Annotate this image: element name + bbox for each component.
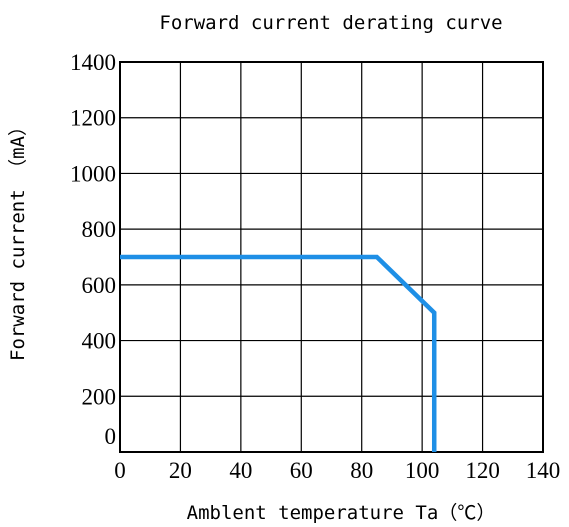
y-tick-label-0: 0 — [105, 424, 117, 449]
chart-title: Forward current derating curve — [159, 12, 502, 34]
series-layer — [120, 254, 437, 452]
y-tick-label-1: 200 — [82, 384, 117, 409]
x-tick-label-0: 0 — [114, 458, 126, 483]
y-tick-label-4: 800 — [82, 217, 117, 242]
x-tick-label-2: 40 — [229, 458, 252, 483]
x-tick-label-5: 100 — [405, 458, 440, 483]
y-tick-label-7: 1400 — [70, 50, 116, 75]
x-tick-labels: 0 20 40 60 80 100 120 140 — [114, 458, 560, 483]
y-tick-label-3: 600 — [82, 273, 117, 298]
x-tick-label-7: 140 — [526, 458, 561, 483]
x-tick-label-1: 20 — [169, 458, 192, 483]
y-axis-label: Forward current （mA） — [7, 117, 29, 361]
y-tick-labels: 0 200 400 600 800 1000 1200 1400 — [70, 50, 116, 449]
x-tick-label-3: 60 — [290, 458, 313, 483]
x-tick-label-4: 80 — [350, 458, 373, 483]
x-tick-label-6: 120 — [465, 458, 500, 483]
y-tick-label-2: 400 — [82, 329, 117, 354]
y-tick-label-6: 1200 — [70, 106, 116, 131]
x-axis-label: Amblent temperature Ta（℃） — [187, 502, 496, 524]
series-line-0 — [120, 254, 437, 452]
y-tick-label-5: 1000 — [70, 161, 116, 186]
